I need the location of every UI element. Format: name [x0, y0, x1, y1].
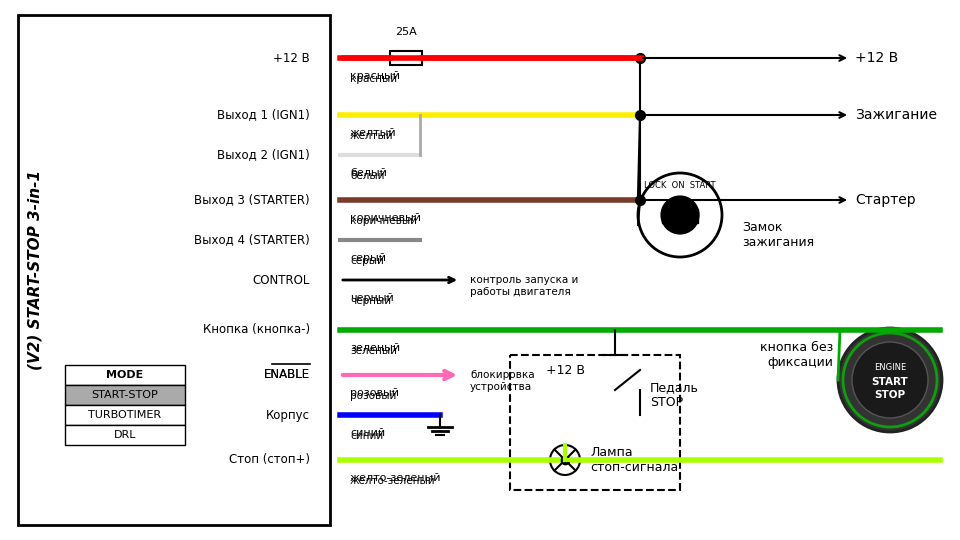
- Text: синий: синий: [350, 428, 385, 438]
- Text: ENABLE: ENABLE: [264, 368, 310, 381]
- Text: Стартер: Стартер: [855, 193, 916, 207]
- Text: START-STOP: START-STOP: [91, 390, 158, 400]
- Text: DRL: DRL: [113, 430, 136, 440]
- Text: коричневый: коричневый: [350, 216, 417, 226]
- Text: кнопка без
фиксации: кнопка без фиксации: [759, 341, 833, 369]
- Text: Выход 3 (STARTER): Выход 3 (STARTER): [194, 193, 310, 206]
- Text: Стоп (стоп+): Стоп (стоп+): [229, 454, 310, 467]
- Text: START: START: [872, 377, 908, 387]
- Text: серый: серый: [350, 253, 386, 263]
- Text: Зажигание: Зажигание: [855, 108, 937, 122]
- Text: ENGINE: ENGINE: [874, 363, 906, 373]
- Text: Лампа
стоп-сигнала: Лампа стоп-сигнала: [590, 446, 679, 474]
- Text: желто-зеленый: желто-зеленый: [350, 476, 436, 486]
- Text: серый: серый: [350, 256, 384, 266]
- Text: блокировка
устройства: блокировка устройства: [470, 370, 535, 392]
- Text: +12 B: +12 B: [545, 363, 585, 376]
- Text: красный: красный: [350, 74, 397, 84]
- Text: STOP: STOP: [875, 390, 905, 400]
- Text: контроль запуска и
работы двигателя: контроль запуска и работы двигателя: [470, 275, 578, 296]
- Text: LOCK  ON  START: LOCK ON START: [644, 180, 716, 190]
- Bar: [65, 385, 185, 405]
- Bar: [65, 425, 185, 445]
- Text: Выход 1 (IGN1): Выход 1 (IGN1): [217, 109, 310, 122]
- Text: белый: белый: [350, 168, 387, 178]
- Text: коричневый: коричневый: [350, 213, 421, 223]
- Text: белый: белый: [350, 171, 385, 181]
- Text: черный: черный: [350, 296, 391, 306]
- Text: розовый: розовый: [350, 391, 396, 401]
- Text: +12 В: +12 В: [855, 51, 899, 65]
- Text: Кнопка (кнопка-): Кнопка (кнопка-): [203, 323, 310, 336]
- Text: Корпус: Корпус: [266, 408, 310, 422]
- Text: желто-зеленый: желто-зеленый: [350, 473, 442, 483]
- Text: MODE: MODE: [107, 370, 144, 380]
- Text: красный: красный: [350, 71, 400, 81]
- Text: зеленый: зеленый: [350, 346, 397, 356]
- Bar: [65, 405, 185, 425]
- Text: CONTROL: CONTROL: [252, 273, 310, 287]
- Circle shape: [852, 342, 928, 418]
- Bar: [390, 51, 422, 65]
- Circle shape: [661, 196, 699, 234]
- Text: Выход 2 (IGN1): Выход 2 (IGN1): [217, 148, 310, 161]
- Bar: [65, 365, 185, 385]
- Circle shape: [838, 328, 942, 432]
- Text: (V2) START-STOP 3-in-1: (V2) START-STOP 3-in-1: [28, 170, 42, 370]
- Text: Педаль
STOP: Педаль STOP: [650, 381, 699, 409]
- Bar: [662, 209, 698, 223]
- Text: черный: черный: [350, 293, 394, 303]
- Text: ENABLE: ENABLE: [264, 368, 310, 381]
- Text: желтый: желтый: [350, 128, 396, 138]
- Text: синий: синий: [350, 431, 383, 441]
- Text: +12 B: +12 B: [274, 51, 310, 64]
- Text: Выход 4 (STARTER): Выход 4 (STARTER): [194, 233, 310, 246]
- Text: розовый: розовый: [350, 388, 399, 398]
- Text: зеленый: зеленый: [350, 343, 400, 353]
- Text: TURBOTIMER: TURBOTIMER: [88, 410, 161, 420]
- Text: Замок
зажигания: Замок зажигания: [742, 221, 814, 249]
- Text: желтый: желтый: [350, 131, 394, 141]
- Text: 25A: 25A: [396, 27, 417, 37]
